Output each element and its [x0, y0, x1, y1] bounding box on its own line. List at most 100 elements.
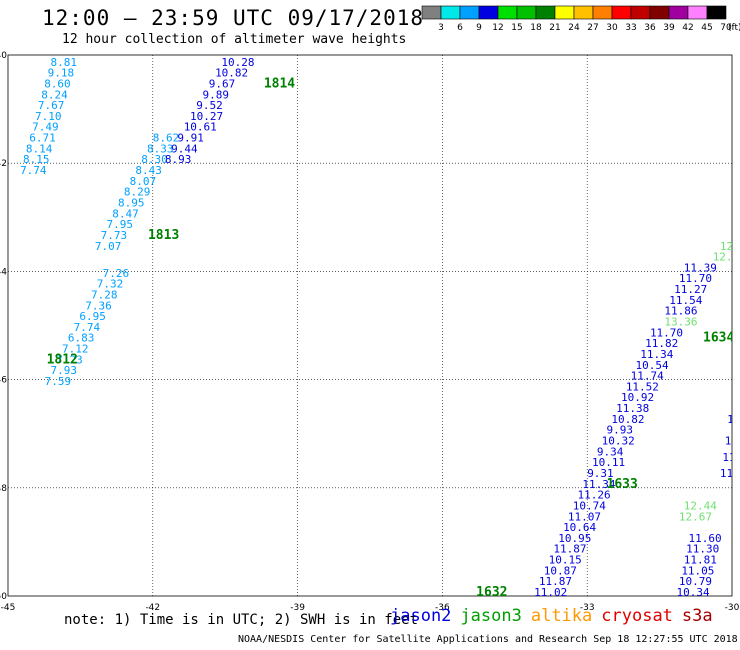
wave-height-label: 10.27	[190, 110, 223, 123]
legend-item: jason3	[460, 606, 522, 626]
wave-height-label: 11.39	[684, 261, 717, 274]
colorbar-unit: (ft)	[728, 23, 740, 33]
legend-item: jason2	[390, 606, 452, 626]
wave-height-label: 8.81	[50, 56, 77, 69]
wave-height-label: 12.67	[679, 510, 712, 523]
credit-text: NOAA/NESDIS Center for Satellite Applica…	[238, 634, 738, 645]
x-tick-label: -36	[435, 603, 450, 613]
y-tick-label: -46	[0, 376, 7, 386]
wave-height-label: 9.52	[196, 99, 223, 112]
wave-height-label: 10.34	[676, 586, 709, 599]
wave-height-label: 10.82	[215, 67, 248, 80]
pass-time-label: 1812	[47, 352, 78, 367]
wave-height-label: 8.33	[147, 142, 174, 155]
wave-height-label: 7.95	[106, 218, 132, 231]
x-tick-label: -45	[1, 603, 16, 613]
wave-height-label: 6.95	[79, 310, 106, 323]
colorbar-label: 6	[457, 23, 463, 33]
wave-height-label: 11.38	[616, 402, 649, 415]
wave-height-label: 10.87	[544, 564, 577, 577]
colorbar-label: 9	[476, 23, 482, 33]
colorbar-label: 27	[587, 23, 598, 33]
wave-height-label: 7.67	[38, 99, 65, 112]
wave-height-label: 9.89	[203, 88, 230, 101]
wave-height-label: 10.54	[635, 359, 668, 372]
x-tick-label: -30	[725, 603, 740, 613]
colorbar-label: 30	[606, 23, 618, 33]
wave-height-label: 11.07	[568, 510, 601, 523]
colorbar-label: 18	[530, 23, 542, 33]
y-tick-label: -44	[0, 267, 7, 277]
wave-height-label: 7.74	[74, 321, 101, 334]
colorbar-label: 12	[492, 23, 503, 33]
wave-height-label: 12	[720, 240, 733, 253]
wave-height-label: 9.44	[171, 142, 198, 155]
wave-height-label: 11.52	[626, 380, 659, 393]
wave-height-label: 7.23	[56, 353, 82, 366]
wave-height-label: 7.26	[103, 267, 129, 280]
pass-time-label: 1633	[607, 477, 638, 492]
wave-height-label: 8.29	[124, 186, 151, 199]
wave-height-label: 11.02	[534, 586, 567, 599]
pass-time-label: 1814	[264, 76, 295, 91]
wave-height-label: 9.93	[607, 424, 634, 437]
wave-height-label: 7.28	[91, 288, 118, 301]
wave-height-label: 10.28	[221, 56, 254, 69]
wave-height-label: 9.34	[597, 445, 624, 458]
wave-height-label: 10.79	[679, 575, 712, 588]
wave-height-label: 10.64	[563, 521, 596, 534]
colorbar-label: 36	[644, 23, 656, 33]
wave-height-label: 10.32	[602, 435, 635, 448]
wave-height-label: 7.32	[97, 278, 124, 291]
colorbar-label: 39	[663, 23, 675, 33]
wave-height-label: 6.71	[29, 132, 56, 145]
wave-height-label: 8.30	[141, 153, 168, 166]
wave-height-label: 7.69	[54, 45, 81, 58]
map-subtitle: 12 hour collection of altimeter wave hei…	[62, 32, 407, 47]
wave-height-label: 10.11	[592, 456, 625, 469]
pass-time-label: 1813	[148, 228, 179, 243]
pass-time-label: 1634	[703, 331, 734, 346]
wave-height-label: 13.36	[664, 316, 697, 329]
wave-height-label: 11.05	[681, 564, 714, 577]
wave-height-label: 11.9	[722, 451, 740, 464]
colorbar-label: 3	[438, 23, 444, 33]
wave-height-label: 7.74	[20, 164, 47, 177]
wave-height-label: 11.70	[650, 326, 683, 339]
wave-height-label: 11.74	[631, 370, 664, 383]
wave-height-label: 11.26	[578, 489, 611, 502]
legend-item: s3a	[681, 606, 713, 626]
wave-height-label: 7.73	[101, 229, 128, 242]
wave-height-label: 11.34	[582, 478, 615, 491]
wave-height-label: 11.81	[684, 554, 717, 567]
wave-height-label: 8.62	[153, 132, 180, 145]
wave-height-label: 7.12	[62, 343, 89, 356]
wave-height-label: 7.36	[85, 299, 112, 312]
wave-height-label: 10.74	[573, 499, 606, 512]
wave-height-label: 8.43	[135, 164, 162, 177]
y-tick-label: -42	[0, 159, 7, 169]
y-tick-label: -48	[0, 484, 7, 494]
satellite-legend: jason2 jason3 altika cryosat s3a	[390, 606, 722, 626]
colorbar-label: 45	[701, 23, 712, 33]
wave-height-label: 10..	[725, 435, 740, 448]
wave-height-label: 11.86	[664, 305, 697, 318]
wave-height-label: 8.15	[23, 153, 50, 166]
pass-time-label: 1227	[100, 44, 131, 59]
wave-height-label: 11.82	[645, 337, 678, 350]
wave-height-label: 8.24	[41, 88, 68, 101]
x-tick-label: -42	[145, 603, 160, 613]
wave-height-label: 11.87	[539, 575, 572, 588]
colorbar-label: 15	[511, 23, 522, 33]
wave-height-label: 12.44	[684, 499, 717, 512]
wave-height-label: 9.88	[228, 45, 255, 58]
wave-height-label: 11.70	[679, 272, 712, 285]
wave-height-label: 11.75	[720, 467, 740, 480]
wave-height-label: 7.93	[50, 364, 77, 377]
colorbar-label: 70	[720, 23, 732, 33]
wave-height-label: 10.15	[549, 554, 582, 567]
legend-item: cryosat	[601, 606, 673, 626]
legend-item: altika	[530, 606, 593, 626]
